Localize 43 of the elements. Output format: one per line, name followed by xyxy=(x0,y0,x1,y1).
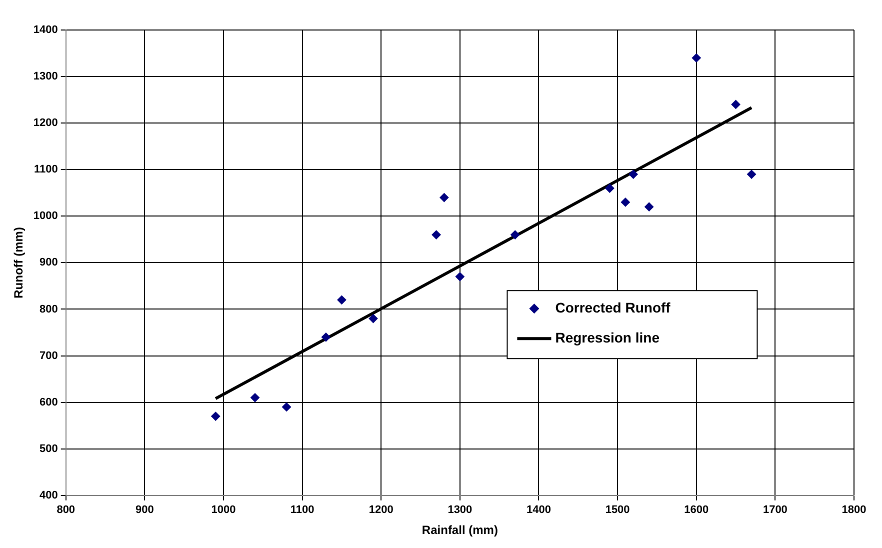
x-tick-label: 1000 xyxy=(211,504,236,516)
point xyxy=(628,170,638,179)
y-tick-label: 500 xyxy=(40,442,58,455)
legend-label: Corrected Runoff xyxy=(555,299,671,316)
x-tick-label: 1200 xyxy=(368,504,394,516)
point xyxy=(620,198,630,207)
x-tick-label: 900 xyxy=(136,504,154,516)
x-tick-label: 1100 xyxy=(290,504,314,516)
y-tick-label: 800 xyxy=(40,303,58,316)
point xyxy=(337,295,346,304)
x-tick-label: 1700 xyxy=(762,504,788,516)
x-tick-label: 1600 xyxy=(684,504,709,516)
x-tick-label: 800 xyxy=(56,504,76,516)
point xyxy=(440,193,449,202)
x-axis-title: Rainfall (mm) xyxy=(422,523,498,538)
legend-label: Regression line xyxy=(555,329,660,346)
point xyxy=(250,393,260,402)
y-tick-label: 600 xyxy=(40,396,58,408)
point xyxy=(510,230,520,240)
y-tick-label: 1200 xyxy=(33,117,58,130)
point xyxy=(321,332,330,342)
point xyxy=(731,100,740,109)
x-tick-label: 1800 xyxy=(842,504,866,516)
point xyxy=(455,272,464,282)
y-tick-label: 1300 xyxy=(33,70,58,83)
x-tick-label: 1400 xyxy=(526,504,551,516)
y-tick-label: 1000 xyxy=(33,210,58,222)
point xyxy=(747,170,756,179)
y-tick-label: 400 xyxy=(40,489,58,502)
point xyxy=(211,412,220,421)
y-tick-label: 1100 xyxy=(34,164,58,176)
y-tick-label: 700 xyxy=(40,350,58,362)
x-tick-label: 1500 xyxy=(605,504,630,516)
point xyxy=(282,402,292,412)
y-tick-label: 900 xyxy=(40,256,58,269)
x-tick-label: 1300 xyxy=(448,504,472,516)
point xyxy=(368,314,378,324)
y-tick-label: 1400 xyxy=(33,24,58,36)
point xyxy=(644,202,654,212)
point xyxy=(605,184,614,193)
point xyxy=(432,230,441,240)
y-axis-title: Runoff (mm) xyxy=(12,227,26,298)
point xyxy=(692,53,701,62)
